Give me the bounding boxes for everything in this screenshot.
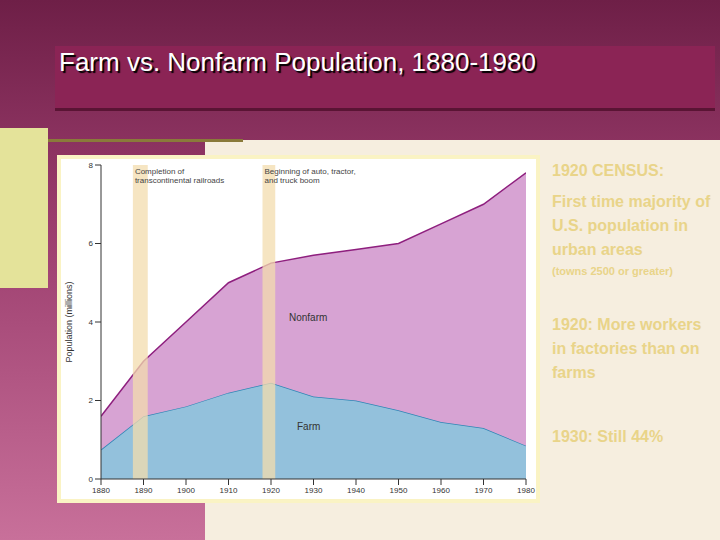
- svg-text:Completion oftranscontinental: Completion oftranscontinental railroads: [135, 167, 224, 185]
- html-text:1930: Still 44%: 1930: Still 44%: [552, 428, 664, 445]
- svg-text:1910: 1910: [220, 486, 238, 495]
- svg-text:1900: 1900: [177, 486, 195, 495]
- svg-text:1920: 1920: [262, 486, 280, 495]
- svg-text:1970: 1970: [475, 486, 493, 495]
- svg-text:1890: 1890: [135, 486, 153, 495]
- svg-text:1940: 1940: [347, 486, 365, 495]
- svg-text:1880: 1880: [92, 486, 110, 495]
- svg-text:1980: 1980: [517, 486, 535, 495]
- html-text:Farm vs. Nonfarm Population, 1: Farm vs. Nonfarm Population, 1880-1980: [59, 47, 536, 77]
- html-text:(towns 2500 or greater): (towns 2500 or greater): [552, 265, 673, 277]
- html-text:Nonfarm: Nonfarm: [289, 312, 328, 323]
- svg-text:Population (millions): Population (millions): [64, 281, 74, 362]
- svg-text:1960: 1960: [432, 486, 450, 495]
- html-text:1920 CENSUS:: 1920 CENSUS:: [552, 162, 664, 179]
- svg-text:Beginning of auto, tractor,and: Beginning of auto, tractor,and truck boo…: [265, 167, 356, 185]
- html-text:1920: More workers in factorie: 1920: More workers in factories than on …: [552, 316, 702, 381]
- svg-text:1950: 1950: [390, 486, 408, 495]
- svg-text:1930: 1930: [305, 486, 323, 495]
- svg-text:2: 2: [89, 396, 94, 405]
- html-text:First time majority of U.S. po: First time majority of U.S. population i…: [552, 193, 711, 258]
- html-text:Farm: Farm: [297, 421, 321, 432]
- svg-text:4: 4: [89, 318, 94, 327]
- svg-text:6: 6: [89, 239, 94, 248]
- svg-text:8: 8: [89, 161, 94, 170]
- svg-text:0: 0: [89, 475, 94, 484]
